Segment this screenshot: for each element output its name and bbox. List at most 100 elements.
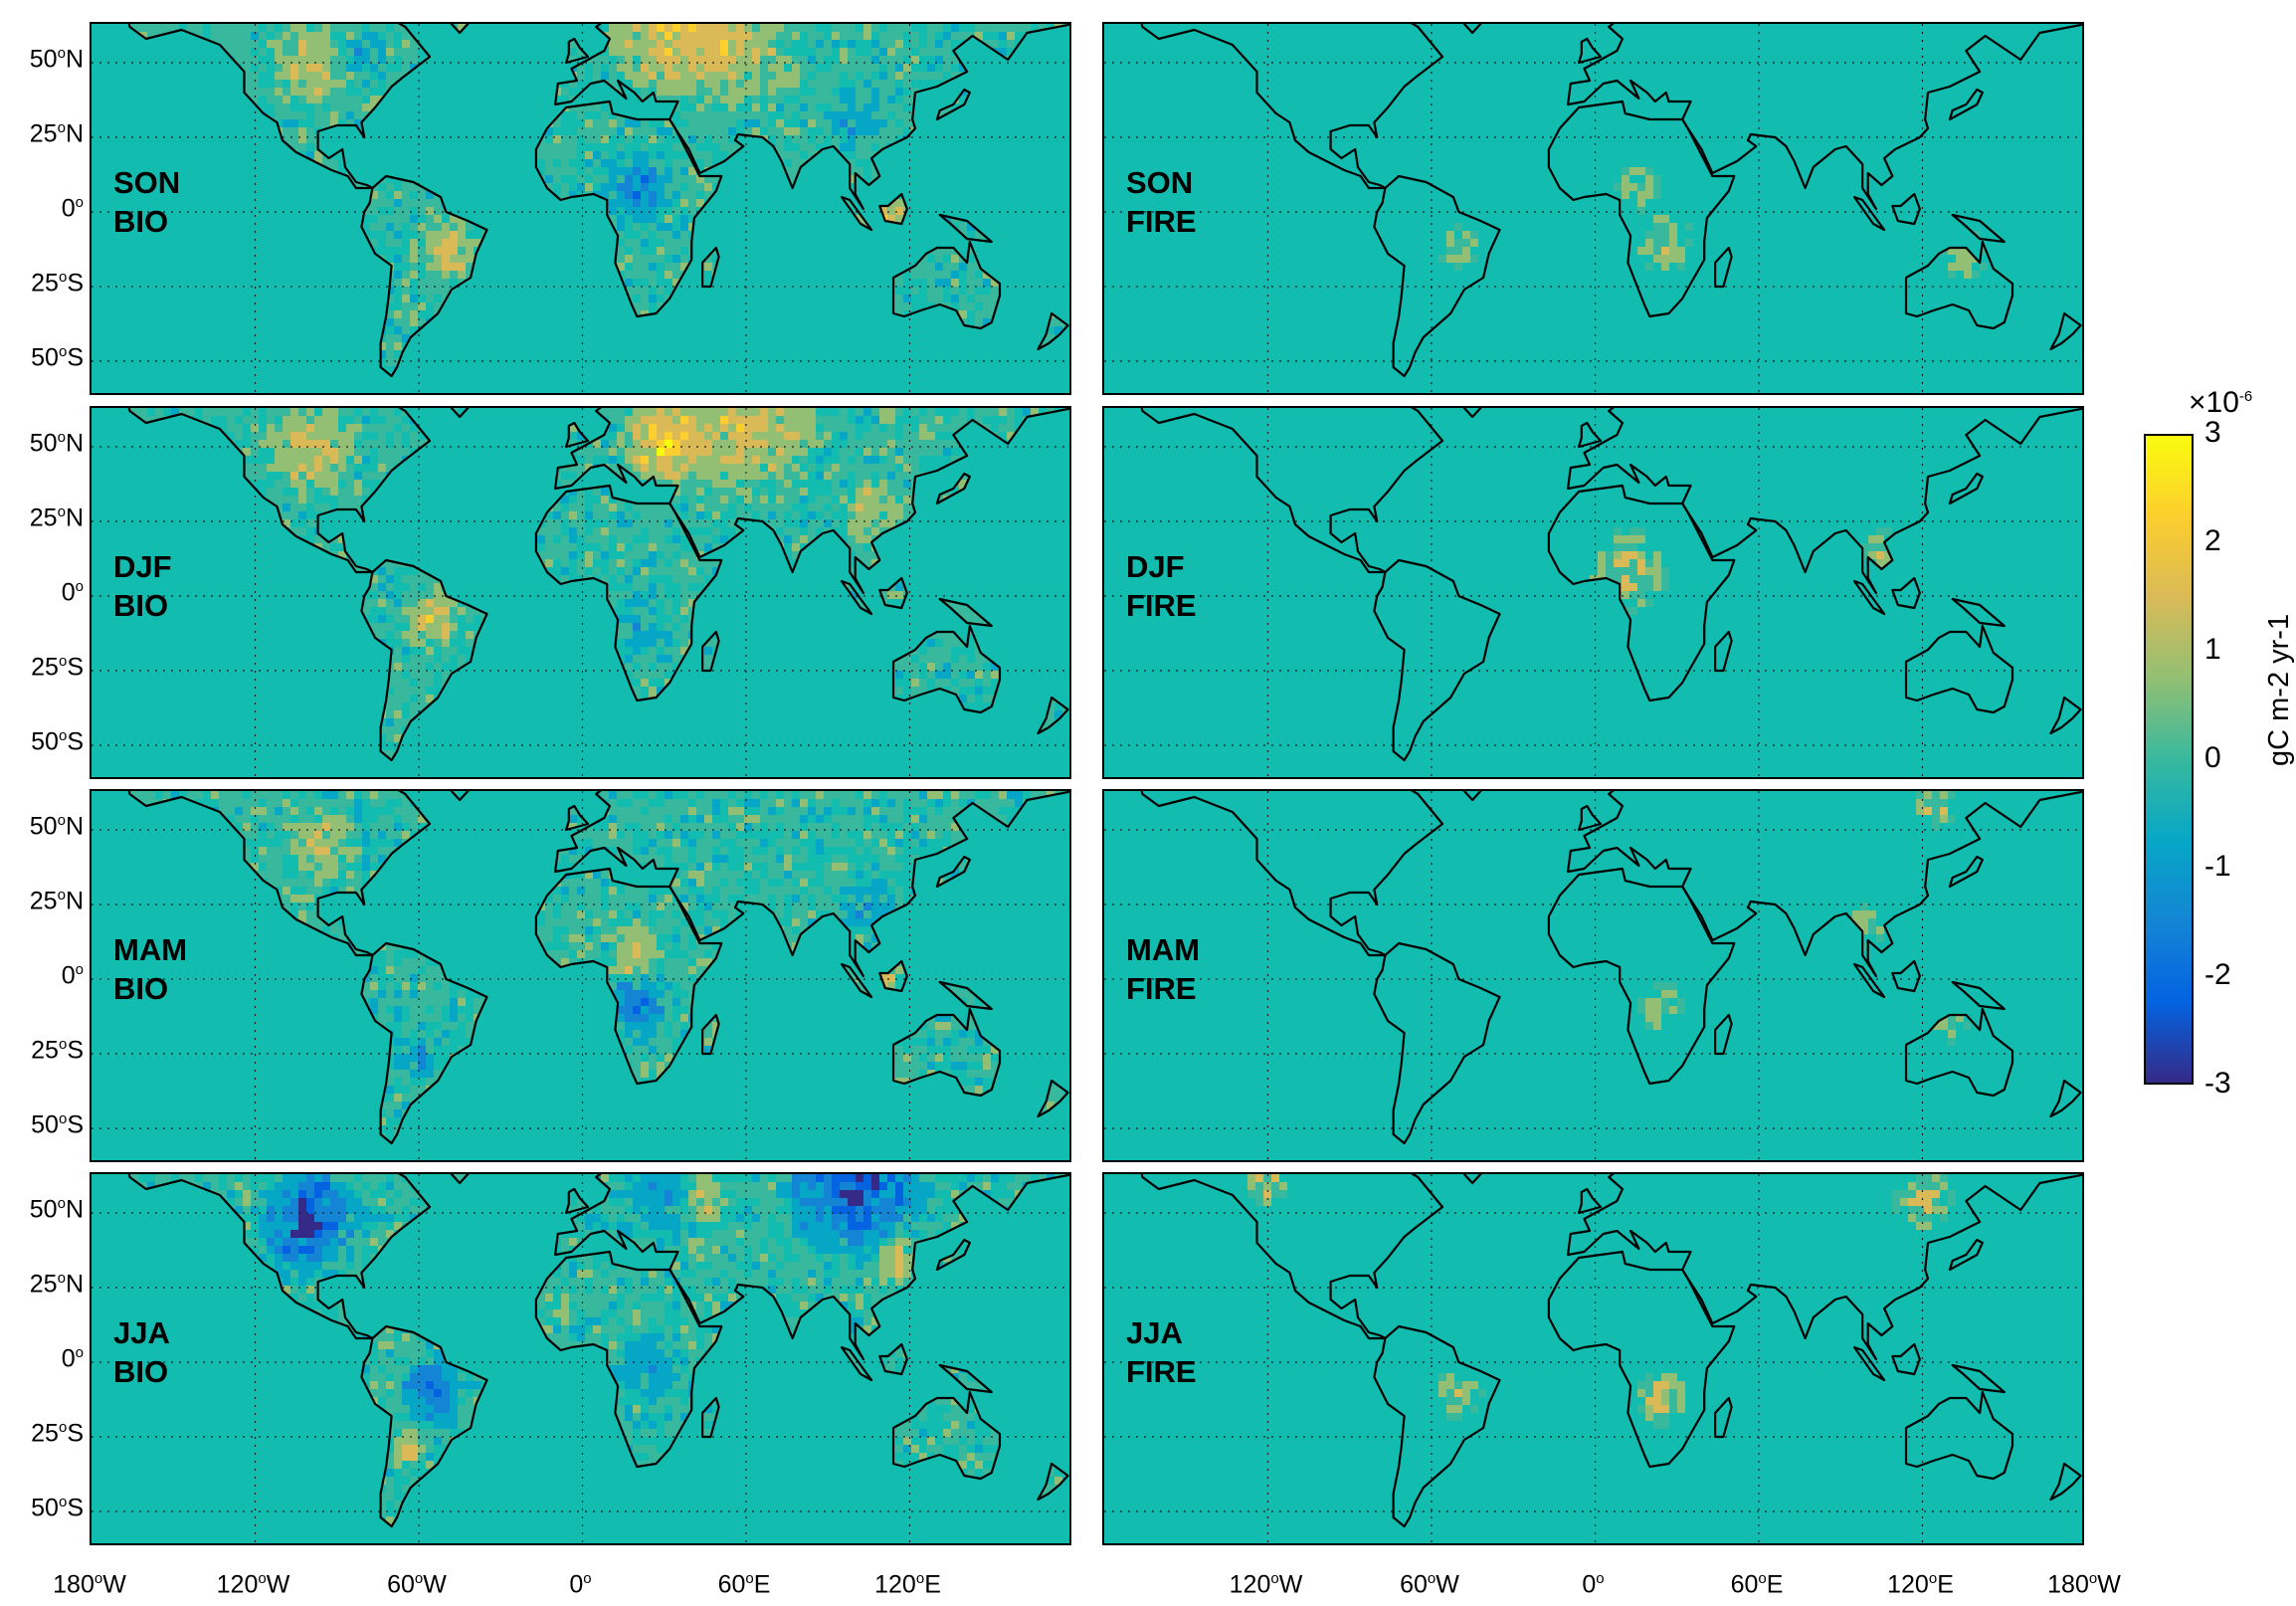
coastline-samerica bbox=[1373, 1324, 1501, 1528]
coastline-newzealand bbox=[2049, 696, 2082, 735]
coastline-greenland bbox=[450, 24, 470, 35]
lon-tick-label: 120oW bbox=[1229, 1570, 1303, 1599]
coastline-japan bbox=[1948, 1238, 1984, 1272]
coastline-japan bbox=[935, 472, 971, 505]
flux-field bbox=[126, 1174, 1069, 1526]
lat-tick-label: 0o bbox=[61, 1344, 84, 1373]
coastline-australia bbox=[1904, 1390, 2014, 1481]
coastline-namerica bbox=[127, 791, 432, 957]
colorbar-tick-label: 3 bbox=[2204, 416, 2221, 449]
coastline-samerica bbox=[360, 558, 488, 762]
panel-label: MAM BIO bbox=[113, 930, 187, 1008]
coastline-japan bbox=[935, 1238, 971, 1272]
coastline-namerica bbox=[1140, 24, 1444, 190]
panel-label: DJF FIRE bbox=[1126, 547, 1197, 625]
lon-tick-label: 180oW bbox=[2047, 1570, 2121, 1599]
lon-tick-label: 120oW bbox=[216, 1570, 290, 1599]
lat-tick-label: 50oN bbox=[29, 812, 84, 841]
coastline-australia bbox=[1904, 240, 2014, 330]
flux-field bbox=[126, 408, 1069, 760]
panel-label: JJA BIO bbox=[113, 1313, 170, 1391]
lat-tick-label: 0o bbox=[61, 961, 84, 990]
coastline-japan bbox=[1948, 472, 1984, 505]
panel-label: SON FIRE bbox=[1126, 163, 1197, 241]
coastline-australia bbox=[891, 624, 1002, 714]
coastline-africa bbox=[1547, 1250, 1736, 1469]
flux-field bbox=[1247, 1174, 1956, 1429]
coastline-newguinea bbox=[938, 980, 993, 1011]
coastline-greenland bbox=[1462, 791, 1482, 802]
coastline-samerica bbox=[1373, 558, 1501, 762]
coastline-sumatra bbox=[840, 1345, 873, 1382]
coastline-eurasia bbox=[1567, 1174, 2082, 1361]
map-panel-son-fire: SON FIRE bbox=[1102, 22, 2084, 395]
source-label: FIRE bbox=[1126, 588, 1197, 623]
coastline-newguinea bbox=[938, 1363, 993, 1394]
coastline-newzealand bbox=[1037, 311, 1069, 351]
map-panel-djf-fire: DJF FIRE bbox=[1102, 406, 2084, 779]
coastline-borneo bbox=[878, 576, 908, 610]
map-panel-mam-bio: MAM BIO bbox=[90, 789, 1071, 1162]
coastline-eurasia bbox=[554, 408, 1069, 595]
world-map-jja-fire bbox=[1104, 1174, 2082, 1543]
lat-tick-label: 25oN bbox=[29, 887, 84, 915]
coastline-eurasia bbox=[554, 24, 1069, 211]
world-map-mam-bio bbox=[92, 791, 1069, 1160]
panel-label: SON BIO bbox=[113, 163, 180, 241]
coastline-namerica bbox=[127, 24, 432, 190]
flux-field bbox=[1590, 527, 1892, 615]
coastline-newguinea bbox=[938, 597, 993, 628]
coastline-newzealand bbox=[1037, 696, 1069, 735]
coastline-uk bbox=[1578, 804, 1603, 832]
coastline-australia bbox=[1904, 1007, 2014, 1098]
coastline-sumatra bbox=[840, 579, 873, 616]
lat-tick-label: 50oS bbox=[31, 343, 84, 372]
coastline-samerica bbox=[1373, 174, 1501, 378]
lat-tick-label: 25oN bbox=[29, 503, 84, 532]
lon-tick-label: 60oE bbox=[717, 1570, 771, 1599]
source-label: BIO bbox=[113, 1354, 169, 1389]
coastline-borneo bbox=[1891, 576, 1921, 610]
source-label: BIO bbox=[113, 588, 169, 623]
lat-tick-label: 25oS bbox=[31, 1419, 84, 1448]
coastline-samerica bbox=[360, 941, 488, 1145]
coastline-namerica bbox=[127, 1174, 432, 1340]
map-panel-mam-fire: MAM FIRE bbox=[1102, 789, 2084, 1162]
coastline-newguinea bbox=[938, 213, 993, 244]
coastline-newzealand bbox=[2049, 1079, 2082, 1118]
lat-tick-label: 25oN bbox=[29, 1270, 84, 1299]
colorbar-tick-label: -2 bbox=[2204, 958, 2231, 991]
coastline-madagascar bbox=[701, 1396, 720, 1439]
source-label: FIRE bbox=[1126, 1354, 1197, 1389]
season-label: DJF bbox=[1126, 549, 1185, 584]
lat-tick-label: 50oS bbox=[31, 1110, 84, 1139]
colorbar-exponent: ×10-6 bbox=[2189, 386, 2253, 419]
coastline-eurasia bbox=[1567, 408, 2082, 595]
coastline-australia bbox=[891, 1390, 1002, 1481]
coastline-madagascar bbox=[1714, 1396, 1733, 1439]
coastline-africa bbox=[534, 484, 723, 703]
coastline-samerica bbox=[360, 1324, 488, 1528]
world-map-djf-fire bbox=[1104, 408, 2082, 777]
flux-field bbox=[126, 791, 1069, 1143]
coastline-madagascar bbox=[1714, 630, 1733, 673]
coastline-africa bbox=[534, 1250, 723, 1469]
panel-label: DJF BIO bbox=[113, 547, 172, 625]
flux-field bbox=[126, 24, 1069, 376]
lon-tick-label: 0o bbox=[1582, 1570, 1605, 1599]
world-map-son-fire bbox=[1104, 24, 2082, 393]
coastline-borneo bbox=[878, 959, 908, 993]
lon-tick-label: 120oE bbox=[874, 1570, 941, 1599]
lon-tick-label: 180oW bbox=[53, 1570, 126, 1599]
lat-tick-label: 50oS bbox=[31, 727, 84, 756]
season-label: MAM bbox=[113, 932, 188, 967]
lat-tick-label: 25oS bbox=[31, 269, 84, 298]
lon-tick-label: 120oE bbox=[1887, 1570, 1954, 1599]
map-panel-son-bio: SON BIO bbox=[90, 22, 1071, 395]
world-map-son-bio bbox=[92, 24, 1069, 393]
coastline-sumatra bbox=[1852, 579, 1886, 616]
coastline-greenland bbox=[450, 408, 470, 419]
coastline-greenland bbox=[450, 1174, 470, 1185]
coastline-eurasia bbox=[554, 1174, 1069, 1361]
lat-tick-label: 25oN bbox=[29, 119, 84, 148]
